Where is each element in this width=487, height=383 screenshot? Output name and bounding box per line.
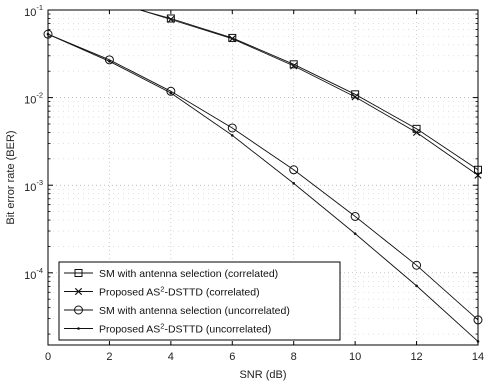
legend-item: Proposed AS2-DSTTD (uncorrelated)	[64, 322, 271, 336]
series-line	[47, 33, 479, 342]
legend-label-main: SM with antenna selection (correlated)	[99, 268, 278, 280]
data-point	[351, 93, 359, 101]
data-point	[292, 182, 296, 185]
plot-border	[47, 9, 479, 346]
data-point	[415, 284, 418, 288]
x-tick-label: 12	[410, 351, 422, 363]
legend-label: Proposed AS2-DSTTD (correlated)	[99, 285, 260, 299]
data-point	[412, 260, 422, 270]
legend-label-superscript: 2	[160, 285, 164, 294]
legend-item: SM with antenna selection (uncorrelated)	[64, 305, 290, 317]
y-tick-base: 10	[24, 182, 36, 194]
legend-label: SM with antenna selection (correlated)	[99, 268, 278, 280]
x-tick-label: 14	[472, 351, 484, 363]
y-tick-base: 10	[24, 270, 36, 282]
legend-box	[58, 261, 341, 341]
data-point	[290, 62, 298, 70]
data-point	[351, 90, 360, 99]
y-tick-exponent: -4	[36, 266, 43, 275]
y-tick-label: 10-2	[24, 91, 43, 107]
series-line	[139, 9, 479, 171]
legend-item: Proposed AS2-DSTTD (correlated)	[64, 285, 260, 299]
data-point	[227, 123, 237, 133]
data-point	[228, 35, 236, 43]
y-tick-label: 10-1	[24, 3, 43, 19]
series-line	[47, 33, 479, 321]
legend-item: SM with antenna selection (correlated)	[64, 268, 278, 280]
data-point	[230, 134, 234, 137]
legend-label-suffix: -DSTTD (correlated)	[164, 287, 259, 299]
legend-swatch-marker	[74, 287, 83, 296]
legend-label-main: Proposed AS	[99, 324, 160, 336]
legend-label-superscript: 2	[160, 322, 164, 331]
data-point	[350, 211, 360, 221]
series-2	[139, 9, 482, 179]
data-point	[353, 232, 357, 235]
legend-swatch-marker	[74, 305, 83, 315]
legend-label: SM with antenna selection (uncorrelated)	[99, 305, 290, 317]
x-tick-label: 8	[291, 351, 297, 363]
legend-label-main: SM with antenna selection (uncorrelated)	[99, 305, 290, 317]
legend-label: Proposed AS2-DSTTD (uncorrelated)	[99, 322, 271, 336]
legend: SM with antenna selection (correlated) Pr…	[58, 261, 341, 341]
legend-label-main: Proposed AS	[99, 287, 160, 299]
y-axis-label: Bit error rate (BER)	[5, 130, 17, 224]
x-tick-label: 10	[349, 351, 361, 363]
x-axis-label: SNR (dB)	[239, 369, 286, 381]
y-tick-base: 10	[24, 95, 36, 107]
data-point	[412, 128, 421, 137]
legend-swatch-marker	[74, 269, 83, 277]
x-tick-label: 2	[106, 351, 112, 363]
y-tick-label: 10-4	[24, 266, 43, 282]
y-tick-exponent: -2	[36, 91, 43, 100]
legend-label-suffix: -DSTTD (uncorrelated)	[164, 324, 271, 336]
legend-swatch-marker	[77, 327, 80, 330]
data-point	[169, 91, 173, 95]
data-point	[108, 59, 111, 63]
y-tick-label: 10-3	[24, 178, 43, 194]
x-tick-label: 6	[229, 351, 235, 363]
y-tick-base: 10	[24, 7, 36, 19]
data-point	[167, 15, 175, 24]
y-tick-exponent: -3	[36, 178, 43, 187]
x-tick-label: 0	[45, 351, 51, 363]
x-tick-label: 4	[168, 351, 174, 363]
data-point	[289, 165, 299, 175]
y-tick-exponent: -1	[36, 3, 43, 12]
